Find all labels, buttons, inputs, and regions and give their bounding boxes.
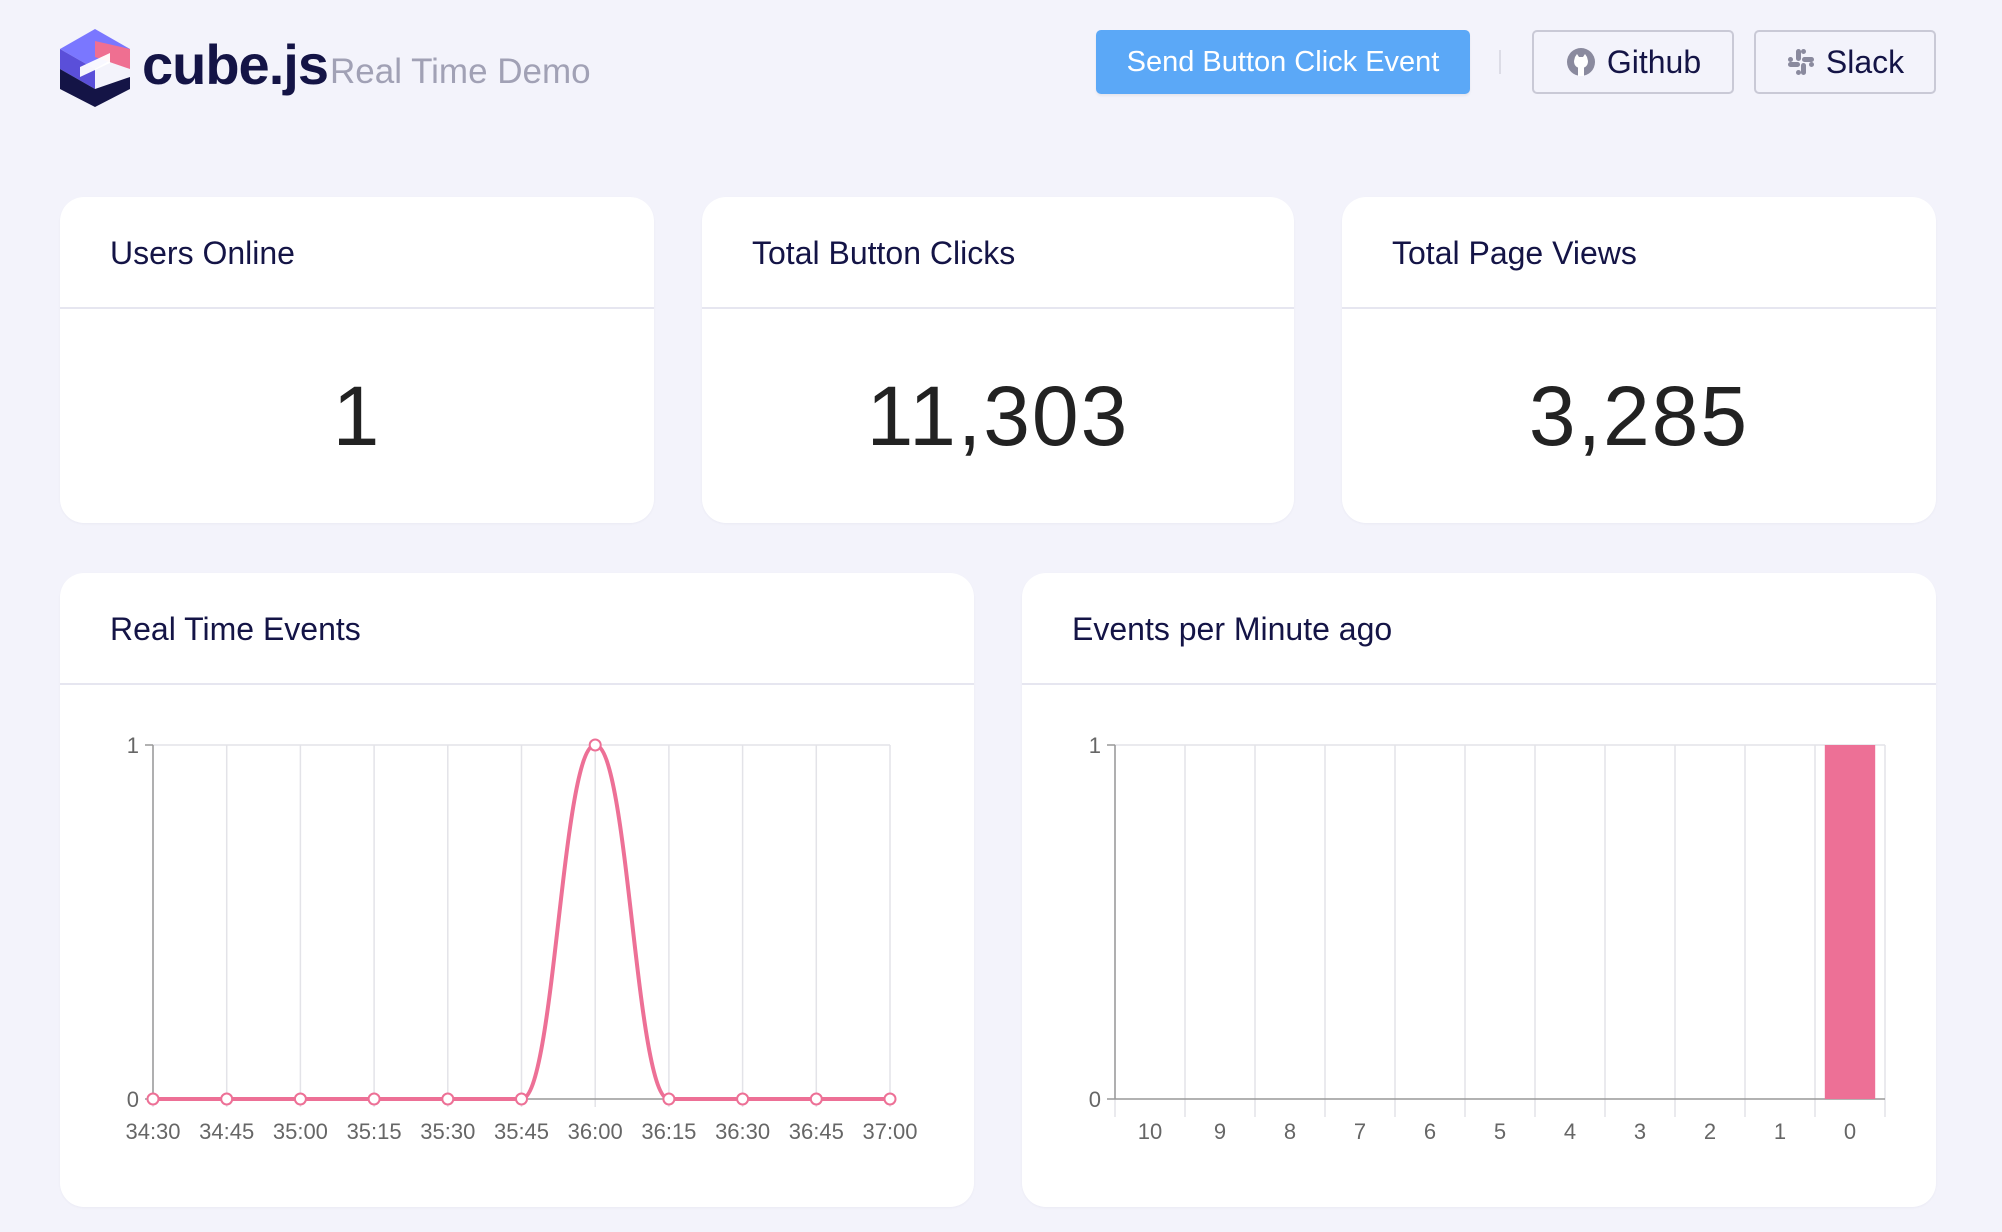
data-point — [515, 1092, 528, 1106]
x-tick-label: 1 — [1774, 1119, 1786, 1144]
card-header: Total Page Views — [1342, 197, 1936, 309]
bar — [1824, 745, 1876, 1099]
real-time-events-card: Real Time Events 34:30 34:45 35:00 35:15 35:… — [60, 573, 974, 1207]
data-point — [146, 1092, 160, 1106]
card-title: Real Time Events — [110, 611, 361, 647]
y-tick-label: 0 — [127, 1087, 139, 1112]
total-button-clicks-card: Total Button Clicks 11,303 — [702, 197, 1294, 523]
y-tick-label: 1 — [127, 733, 139, 758]
x-tick-label: 36:15 — [641, 1119, 696, 1144]
data-point — [809, 1092, 823, 1106]
users-online-card: Users Online 1 — [60, 197, 654, 523]
x-tick-label: 7 — [1354, 1119, 1366, 1144]
header-divider — [1499, 50, 1501, 74]
data-point — [293, 1092, 307, 1106]
total-page-views-card: Total Page Views 3,285 — [1342, 197, 1936, 523]
x-tick-label: 6 — [1424, 1119, 1436, 1144]
x-tick-label: 36:00 — [568, 1119, 623, 1144]
slack-label: Slack — [1825, 43, 1905, 80]
x-tick-label: 2 — [1704, 1119, 1716, 1144]
x-tick-label: 10 — [1138, 1119, 1162, 1144]
x-tick-label: 4 — [1564, 1119, 1576, 1144]
x-tick-label: 35:30 — [420, 1119, 475, 1144]
y-tick-label: 1 — [1089, 733, 1101, 758]
github-button[interactable]: Github — [1532, 30, 1734, 94]
data-point — [662, 1092, 676, 1106]
send-button-click-event-button[interactable]: Send Button Click Event — [1096, 30, 1470, 94]
x-tick-label: 5 — [1494, 1119, 1506, 1144]
x-tick-label: 3 — [1634, 1119, 1646, 1144]
card-header: Users Online — [60, 197, 654, 309]
data-point — [441, 1092, 455, 1106]
real-time-events-chart: 34:30 34:45 35:00 35:15 35:30 35:45 36:00 36:15… — [125, 733, 917, 1144]
card-title: Total Page Views — [1392, 235, 1637, 271]
x-tick-label: 8 — [1284, 1119, 1296, 1144]
data-point — [588, 738, 602, 752]
card-header: Total Button Clicks — [702, 197, 1294, 309]
x-tick-label: 0 — [1844, 1119, 1856, 1144]
metric-value: 3,285 — [1528, 368, 1750, 463]
cubejs-logo-icon — [60, 29, 130, 107]
x-tick-label: 34:30 — [125, 1119, 180, 1144]
x-tick-label: 35:15 — [347, 1119, 402, 1144]
x-tick-label: 9 — [1214, 1119, 1226, 1144]
x-tick-label: 35:00 — [273, 1119, 328, 1144]
page-subtitle: Real Time Demo — [330, 52, 591, 91]
y-tick-label: 0 — [1089, 1087, 1101, 1112]
card-header: Events per Minute ago — [1022, 573, 1936, 685]
brand-name: cube.js — [142, 33, 329, 96]
data-point — [736, 1092, 750, 1106]
data-point — [220, 1092, 234, 1106]
card-header: Real Time Events — [60, 573, 974, 685]
card-title: Events per Minute ago — [1072, 611, 1393, 647]
data-point — [367, 1092, 381, 1106]
x-tick-label: 37:00 — [862, 1119, 917, 1144]
metric-value: 1 — [332, 368, 382, 463]
events-per-minute-card: Events per Minute ago 1 0 10 9 8 7 6 5 4 3 2 1 0 — [1022, 573, 1936, 1207]
x-tick-label: 34:45 — [199, 1119, 254, 1144]
x-tick-label: 36:45 — [789, 1119, 844, 1144]
github-icon — [1566, 48, 1595, 76]
github-label: Github — [1606, 43, 1702, 80]
card-title: Total Button Clicks — [752, 235, 1016, 271]
metric-value: 11,303 — [866, 368, 1130, 463]
slack-button[interactable]: Slack — [1754, 30, 1936, 94]
x-tick-label: 36:30 — [715, 1119, 770, 1144]
slack-icon — [1787, 49, 1814, 75]
header: cube.js Real Time Demo Send Button Click… — [0, 0, 2002, 140]
x-tick-label: 35:45 — [494, 1119, 549, 1144]
card-title: Users Online — [110, 235, 295, 271]
data-point — [883, 1092, 897, 1106]
